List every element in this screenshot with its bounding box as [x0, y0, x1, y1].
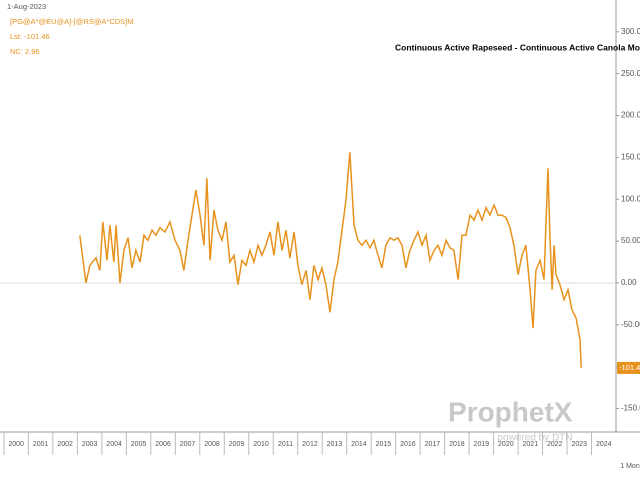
x-tick-label: 2017 [425, 441, 441, 448]
x-tick-label: 2018 [449, 441, 465, 448]
x-tick-label: 2006 [155, 441, 171, 448]
x-tick-label: 2012 [302, 441, 318, 448]
x-tick-label: 2013 [327, 441, 343, 448]
last-value-label: -101.46 [619, 363, 640, 372]
chart-title: Continuous Active Rapeseed - Continuous … [395, 42, 640, 52]
y-tick-label: -150.00 [621, 404, 640, 413]
x-tick-label: 2002 [57, 441, 73, 448]
last-value-box [617, 361, 640, 374]
x-tick-label: 2016 [400, 441, 416, 448]
x-tick-label: 2007 [180, 441, 196, 448]
x-tick-label: 2023 [571, 441, 587, 448]
x-tick-label: 2011 [278, 441, 293, 448]
header-line: Lst: -101.46 [10, 32, 50, 41]
x-tick-label: 2021 [523, 441, 539, 448]
series-line [79, 152, 582, 368]
watermark-tagline: powered by DTN [497, 433, 572, 444]
header-line: NC: 2.96 [10, 47, 40, 56]
y-tick-label: -50.00 [621, 320, 640, 329]
x-tick-label: 2001 [33, 441, 49, 448]
y-tick-label: 250.00 [621, 69, 640, 78]
period-label: 1 Mon [620, 463, 640, 470]
x-tick-label: 2019 [474, 441, 490, 448]
y-tick-label: 200.00 [621, 111, 640, 120]
y-tick-label: 150.00 [621, 153, 640, 162]
x-tick-label: 2000 [8, 441, 24, 448]
header-line: [PG@A*@EU@A]-[@RS@A*CDS]M [10, 17, 134, 26]
y-tick-label: 300.00 [621, 27, 640, 36]
x-tick-label: 2014 [351, 441, 367, 448]
x-tick-label: 2024 [596, 441, 612, 448]
y-tick-label: 50.00 [621, 236, 640, 245]
x-tick-label: 2003 [82, 441, 98, 448]
x-tick-label: 2009 [229, 441, 245, 448]
header-line: 1-Aug-2023 [7, 2, 46, 11]
x-tick-label: 2015 [376, 441, 392, 448]
y-tick-label: 100.00 [621, 194, 640, 203]
x-tick-label: 2010 [253, 441, 269, 448]
y-tick-label: 0.00 [621, 278, 637, 287]
x-tick-label: 2008 [204, 441, 220, 448]
watermark-brand: ProphetX [448, 396, 573, 427]
x-tick-label: 2022 [547, 441, 563, 448]
x-tick-label: 2020 [498, 441, 514, 448]
x-tick-label: 2005 [131, 441, 147, 448]
x-tick-label: 2004 [106, 441, 122, 448]
